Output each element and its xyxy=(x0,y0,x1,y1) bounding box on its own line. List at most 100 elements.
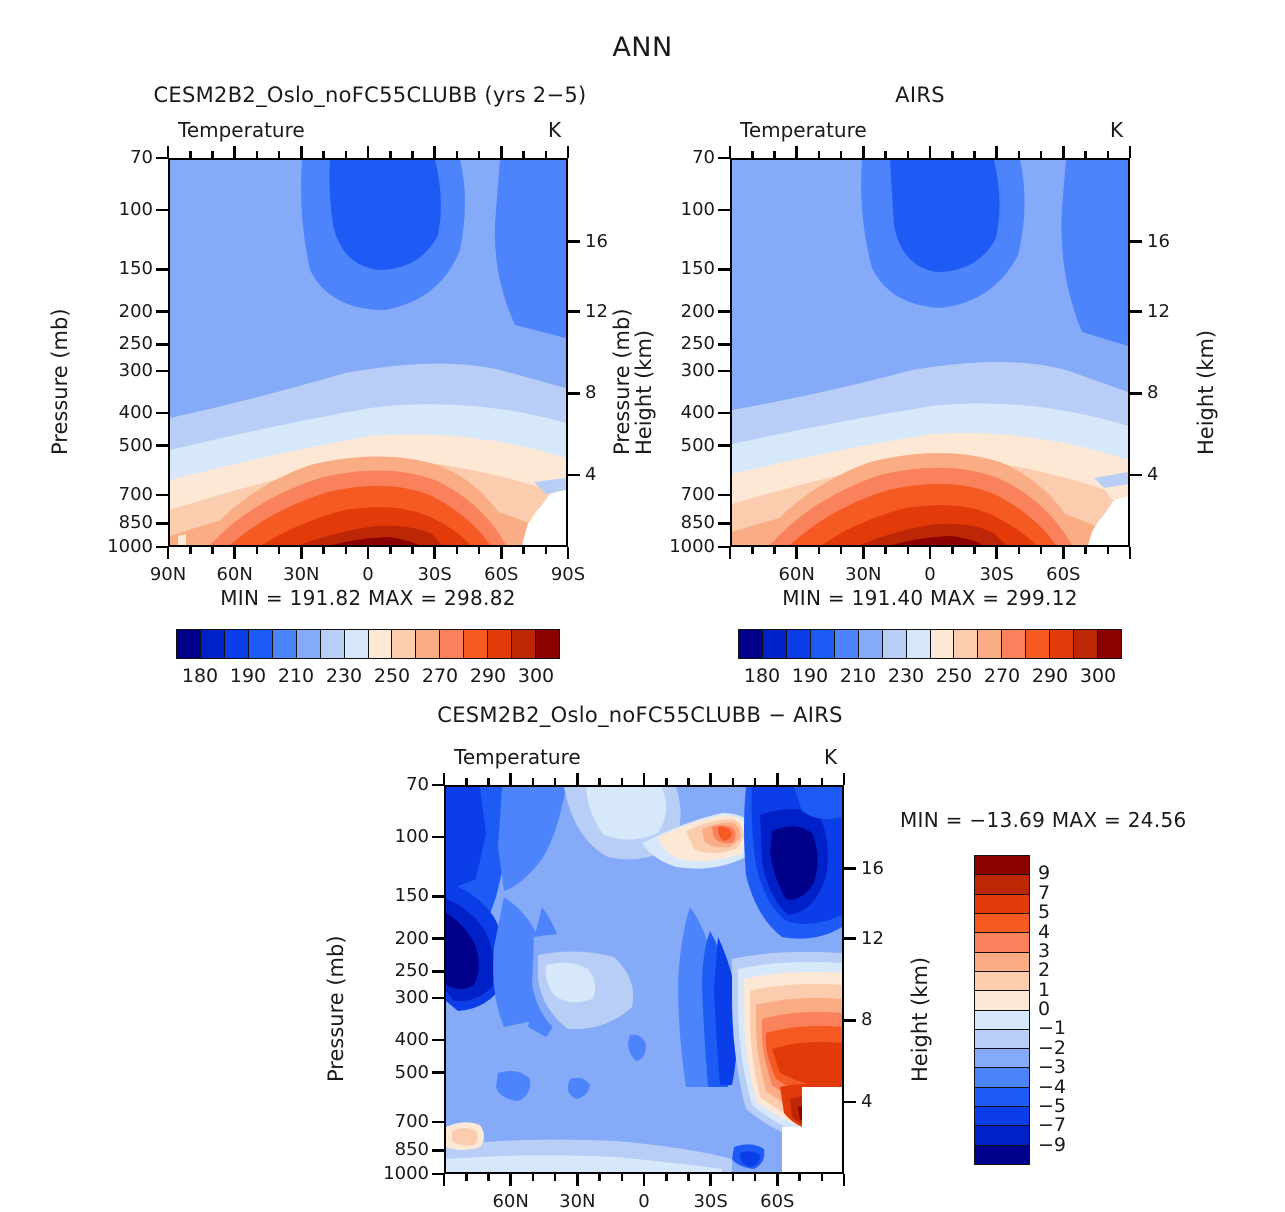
ytick-label: 70 xyxy=(406,774,429,795)
colorbar-cell xyxy=(248,630,273,658)
ytick-mark xyxy=(718,545,730,549)
xtick-minor-top xyxy=(211,151,214,158)
xtick-minor-top xyxy=(839,151,843,158)
minmax-diff: MIN = −13.69 MAX = 24.56 xyxy=(900,808,1187,832)
colorbar-cell xyxy=(975,1145,1029,1164)
y2tick-mark xyxy=(844,1100,856,1104)
colorbar-tick-label: 230 xyxy=(887,665,925,687)
figure-title: ANN xyxy=(612,32,673,63)
xtick-minor xyxy=(544,547,548,554)
panel-unitlabel-diff: K xyxy=(824,745,838,769)
y2tick-label: 12 xyxy=(585,300,608,322)
colorbar-cell xyxy=(368,630,393,658)
ytick-mark xyxy=(156,545,168,549)
colorbar-tick-label: 7 xyxy=(1038,881,1051,904)
colorbar-cell xyxy=(858,630,883,658)
colorbar-cell xyxy=(975,1049,1029,1069)
ytick-mark xyxy=(156,444,168,447)
xtick-minor xyxy=(773,547,776,554)
colorbar-model xyxy=(176,629,560,659)
y2tick-mark xyxy=(844,867,856,870)
panel-title-diff: CESM2B2_Oslo_noFC55CLUBB − AIRS xyxy=(437,703,843,727)
xtick-minor xyxy=(665,1174,668,1181)
ytick-label: 700 xyxy=(118,483,153,505)
xtick-minor-top xyxy=(817,151,821,158)
colorbar-tick-label: 300 xyxy=(1079,665,1117,687)
xtick-minor xyxy=(389,547,392,554)
xtick-label: 60N xyxy=(216,564,253,585)
colorbar-tick-label: 180 xyxy=(743,665,781,687)
colorbar-tick-label: 9 xyxy=(1038,862,1051,885)
xtick-major-top xyxy=(566,146,570,158)
xtick-minor xyxy=(839,547,843,554)
xtick-major-top xyxy=(500,146,503,158)
colorbar-cell xyxy=(272,630,297,658)
ytick-mark xyxy=(432,937,444,940)
xtick-minor-top xyxy=(1084,151,1087,158)
xtick-minor-top xyxy=(344,151,348,158)
y2tick-mark xyxy=(568,310,580,313)
xtick-minor xyxy=(1017,547,1021,554)
colorbar-tick-label: 290 xyxy=(469,665,507,687)
ytick-mark xyxy=(156,493,168,497)
minmax-obs: MIN = 191.40 MAX = 299.12 xyxy=(782,586,1078,610)
ytick-mark xyxy=(156,156,168,160)
xtick-minor-top xyxy=(389,151,392,158)
colorbar-cell xyxy=(975,1029,1029,1050)
y2tick-label: 16 xyxy=(1147,230,1170,252)
xtick-minor xyxy=(753,1174,757,1181)
xtick-minor xyxy=(189,547,192,554)
ytick-label: 700 xyxy=(394,1110,429,1132)
y2tick-label: 12 xyxy=(861,927,884,949)
ytick-mark xyxy=(718,156,730,160)
xtick-minor-top xyxy=(1017,151,1021,158)
xtick-minor-top xyxy=(598,778,601,785)
xtick-label: 30S xyxy=(417,564,452,585)
colorbar-cell xyxy=(975,894,1029,914)
xtick-major xyxy=(366,547,370,559)
xtick-major-top xyxy=(928,146,932,158)
xtick-minor-top xyxy=(189,151,192,158)
colorbar-cell xyxy=(416,630,441,658)
colorbar-cell xyxy=(975,913,1029,934)
colorbar-cell xyxy=(536,630,559,658)
colorbar-cell xyxy=(975,1107,1029,1127)
ytick-label: 70 xyxy=(692,147,715,168)
xtick-label: 0 xyxy=(924,564,936,585)
ytick-mark xyxy=(156,268,168,271)
ytick-label: 700 xyxy=(680,483,715,505)
xtick-minor-top xyxy=(277,151,281,158)
y2tick-label: 16 xyxy=(861,857,884,879)
ytick-label: 250 xyxy=(680,333,715,355)
xtick-minor xyxy=(1039,547,1043,554)
xtick-minor-top xyxy=(798,778,801,785)
xtick-major xyxy=(795,547,798,559)
panel-unitlabel-model: K xyxy=(548,118,562,142)
colorbar-cell xyxy=(975,856,1029,876)
ytick-mark xyxy=(718,268,730,271)
xtick-major-top xyxy=(642,773,646,785)
xtick-major-top xyxy=(795,146,798,158)
y2tick-label: 8 xyxy=(861,1009,873,1031)
colorbar-cell xyxy=(1002,630,1027,658)
colorbar-tick-label: 3 xyxy=(1038,939,1051,962)
xtick-minor-top xyxy=(820,778,824,785)
xtick-minor-top xyxy=(522,151,525,158)
colorbar-cell xyxy=(906,630,931,658)
xtick-label: 0 xyxy=(362,564,374,585)
xtick-minor-top xyxy=(973,151,976,158)
y2tick-label: 4 xyxy=(585,464,597,486)
panel-varlabel-model: Temperature xyxy=(178,118,305,142)
ytick-mark xyxy=(432,835,444,839)
xtick-minor-top xyxy=(455,151,459,158)
y2tick-mark xyxy=(568,392,580,395)
ytick-label: 1000 xyxy=(107,536,153,557)
ytick-mark xyxy=(156,522,168,525)
xtick-major xyxy=(862,547,865,559)
ytick-label: 300 xyxy=(680,359,715,381)
colorbar-cell xyxy=(975,971,1029,992)
colorbar-cell xyxy=(978,630,1003,658)
y2tick-label: 8 xyxy=(585,382,597,404)
xtick-major xyxy=(433,547,436,559)
colorbar-cell xyxy=(1074,630,1099,658)
